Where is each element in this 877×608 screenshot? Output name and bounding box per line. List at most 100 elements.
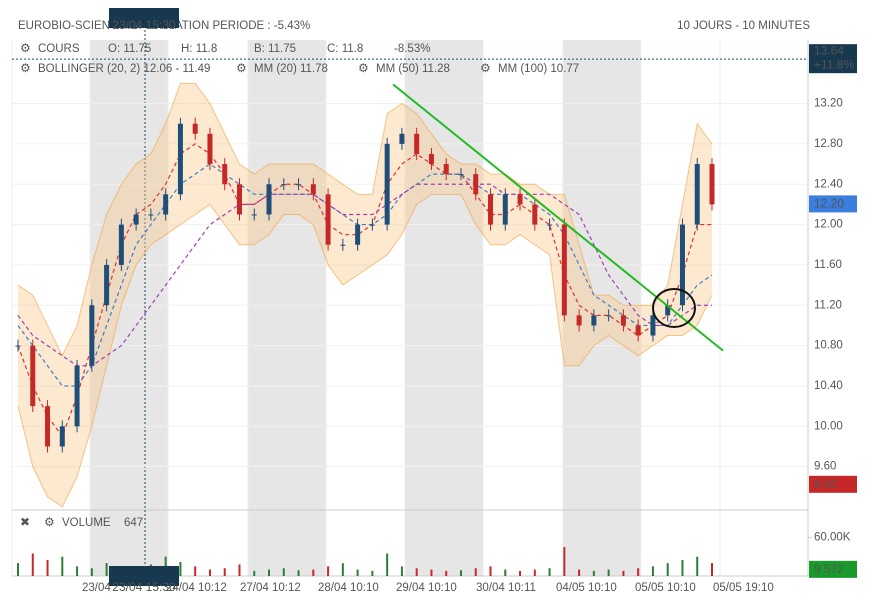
- candle: [399, 133, 405, 144]
- legend-indicator: BOLLINGER (20, 2) 12.06 - 11.49: [38, 63, 210, 75]
- candle: [148, 214, 154, 216]
- volume-bar: [548, 568, 551, 576]
- candle: [650, 315, 656, 336]
- y-tick-label: 10.40: [814, 380, 843, 392]
- candle: [236, 184, 242, 215]
- volume-bar: [327, 566, 330, 576]
- candle: [679, 224, 685, 306]
- candle: [665, 305, 671, 316]
- volume-bar: [17, 563, 19, 576]
- volume-bar: [563, 547, 566, 576]
- candle: [74, 365, 80, 427]
- volume-bar: [253, 570, 256, 576]
- volume-bar: [445, 570, 448, 576]
- candle: [488, 194, 494, 225]
- volume-bar: [651, 566, 654, 576]
- x-tick-label: 05/05 19:10: [713, 582, 774, 594]
- gear-icon: ⚙: [236, 61, 247, 75]
- candle: [325, 194, 331, 245]
- candle: [177, 123, 183, 195]
- y-tick-label: 10.00: [814, 420, 843, 432]
- candle: [428, 153, 434, 165]
- volume-badge: [809, 560, 857, 578]
- volume-bar: [519, 570, 522, 576]
- legend-indicator: MM (20) 11.78: [254, 63, 328, 75]
- volume-bar: [371, 570, 374, 576]
- y-tick-label: 12.00: [814, 219, 843, 231]
- volume-label: VOLUME: [62, 517, 111, 529]
- y-tick-label: 12.40: [814, 178, 843, 190]
- period: 10 JOURS - 10 MINUTES: [677, 20, 810, 32]
- x-tick-label: 04/05 10:10: [556, 582, 617, 594]
- volume-bar: [282, 568, 285, 576]
- candle: [251, 214, 257, 216]
- volume-bar: [637, 568, 640, 576]
- candle: [532, 204, 538, 225]
- volume-bar: [90, 568, 93, 576]
- crosshair-date: 23/04 15:30: [112, 580, 176, 594]
- candle: [635, 325, 641, 336]
- close-icon: ✖: [20, 515, 30, 529]
- volume-bar: [459, 570, 462, 576]
- volume-bar: [386, 553, 389, 576]
- indicator-line: [17, 193, 713, 508]
- candle: [576, 315, 582, 326]
- legend-cours: C: 11.8: [327, 43, 363, 55]
- volume-bar: [76, 566, 79, 576]
- volume-bar: [622, 570, 625, 576]
- legend-cours: O: 11.75: [108, 43, 151, 55]
- candle: [104, 264, 110, 306]
- volume-bar: [578, 569, 581, 576]
- candle: [517, 194, 523, 205]
- day-shading: [90, 40, 641, 576]
- volume-bar: [31, 553, 34, 576]
- crosshair-date: 23/04 15:30: [112, 18, 176, 32]
- volume-bar: [341, 563, 344, 576]
- legend-cours: COURS: [38, 43, 80, 55]
- x-tick-label: 24/04 10:12: [166, 582, 227, 594]
- candle: [355, 224, 361, 245]
- volume-bar: [46, 559, 49, 576]
- candle: [163, 194, 169, 215]
- y-tick-label: 11.60: [814, 259, 842, 271]
- x-tick-label: 23/04: [82, 582, 111, 594]
- volume-bar: [415, 568, 418, 576]
- candle: [620, 315, 626, 326]
- volume-bar: [312, 569, 315, 576]
- price-badge: [809, 475, 857, 493]
- indicator-line: [17, 163, 713, 387]
- volume-bar: [400, 566, 403, 576]
- candle: [694, 164, 700, 225]
- candle: [443, 164, 449, 175]
- gear-icon: ⚙: [20, 41, 31, 55]
- x-tick-label: 30/04 10:11: [476, 582, 536, 594]
- candle: [473, 174, 479, 195]
- candle: [340, 244, 346, 246]
- candle: [30, 345, 36, 407]
- volume-badge-label: 9 572: [814, 562, 844, 576]
- candle: [118, 224, 124, 265]
- indicator-line: [17, 183, 712, 367]
- crosshair-date-badge: [109, 8, 179, 28]
- volume-bar: [223, 568, 226, 576]
- candle: [561, 224, 567, 316]
- candle: [310, 184, 316, 195]
- volume-bar: [268, 569, 271, 576]
- volume-value: 647: [124, 517, 143, 529]
- candle: [59, 426, 65, 447]
- candle: [133, 214, 139, 225]
- x-tick-label: 28/04 10:10: [318, 582, 379, 594]
- volume-bar: [666, 563, 669, 576]
- volume-bar: [179, 561, 182, 576]
- candle: [296, 184, 302, 186]
- volume-bar: [430, 569, 433, 576]
- candle: [207, 133, 213, 165]
- volume-bar: [474, 568, 477, 576]
- price-badge-label: 9.42: [814, 477, 838, 491]
- candle: [281, 184, 287, 186]
- crosshair-date-badge: [109, 566, 179, 586]
- x-tick-label: 27/04 10:12: [240, 582, 301, 594]
- candle: [89, 305, 95, 366]
- candle: [266, 184, 272, 215]
